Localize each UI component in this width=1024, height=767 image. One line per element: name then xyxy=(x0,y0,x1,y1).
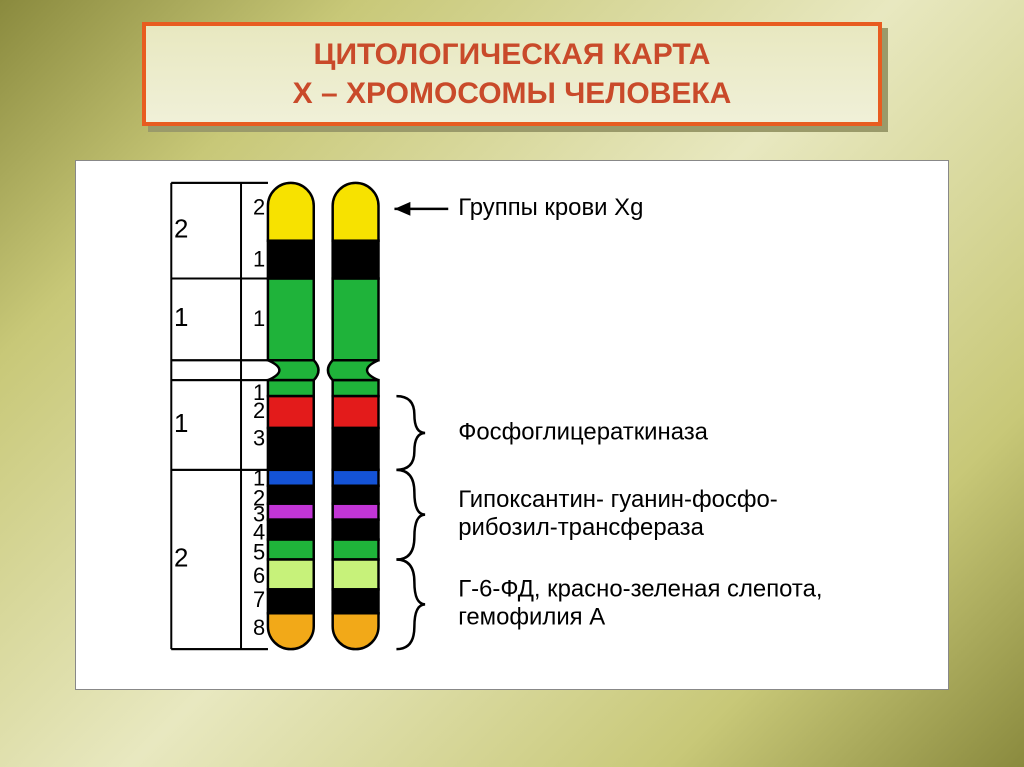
title-text: ЦИТОЛОГИЧЕСКАЯ КАРТА X – ХРОМОСОМЫ ЧЕЛОВ… xyxy=(293,35,732,113)
svg-text:рибозил-трансфераза: рибозил-трансфераза xyxy=(458,514,704,541)
svg-text:1: 1 xyxy=(174,304,188,332)
svg-text:3: 3 xyxy=(253,426,265,451)
svg-text:7: 7 xyxy=(253,587,265,612)
title-line1: ЦИТОЛОГИЧЕСКАЯ КАРТА xyxy=(314,38,711,71)
svg-text:1: 1 xyxy=(253,246,265,271)
svg-text:Фосфоглицераткиназа: Фосфоглицераткиназа xyxy=(458,418,708,445)
diagram-panel: 221111123212345678Группы крови XgФосфогл… xyxy=(75,160,949,690)
svg-text:Гипоксантин- гуанин-фосфо-: Гипоксантин- гуанин-фосфо- xyxy=(458,486,778,513)
chromosome-svg: 221111123212345678Группы крови XgФосфогл… xyxy=(76,161,948,689)
svg-text:5: 5 xyxy=(253,539,265,564)
title-box: ЦИТОЛОГИЧЕСКАЯ КАРТА X – ХРОМОСОМЫ ЧЕЛОВ… xyxy=(142,22,882,126)
svg-text:2: 2 xyxy=(174,544,188,572)
svg-text:6: 6 xyxy=(253,563,265,588)
svg-text:Группы крови Xg: Группы крови Xg xyxy=(458,194,643,221)
svg-text:1: 1 xyxy=(174,410,188,438)
svg-text:Г-6-ФД, красно-зеленая слепота: Г-6-ФД, красно-зеленая слепота, xyxy=(458,576,822,603)
svg-text:гемофилия A: гемофилия A xyxy=(458,604,605,631)
title-line2: X – ХРОМОСОМЫ ЧЕЛОВЕКА xyxy=(293,77,732,110)
svg-text:8: 8 xyxy=(253,615,265,640)
svg-text:2: 2 xyxy=(253,398,265,423)
svg-text:1: 1 xyxy=(253,306,265,331)
svg-text:2: 2 xyxy=(253,195,265,220)
svg-text:2: 2 xyxy=(174,216,188,244)
